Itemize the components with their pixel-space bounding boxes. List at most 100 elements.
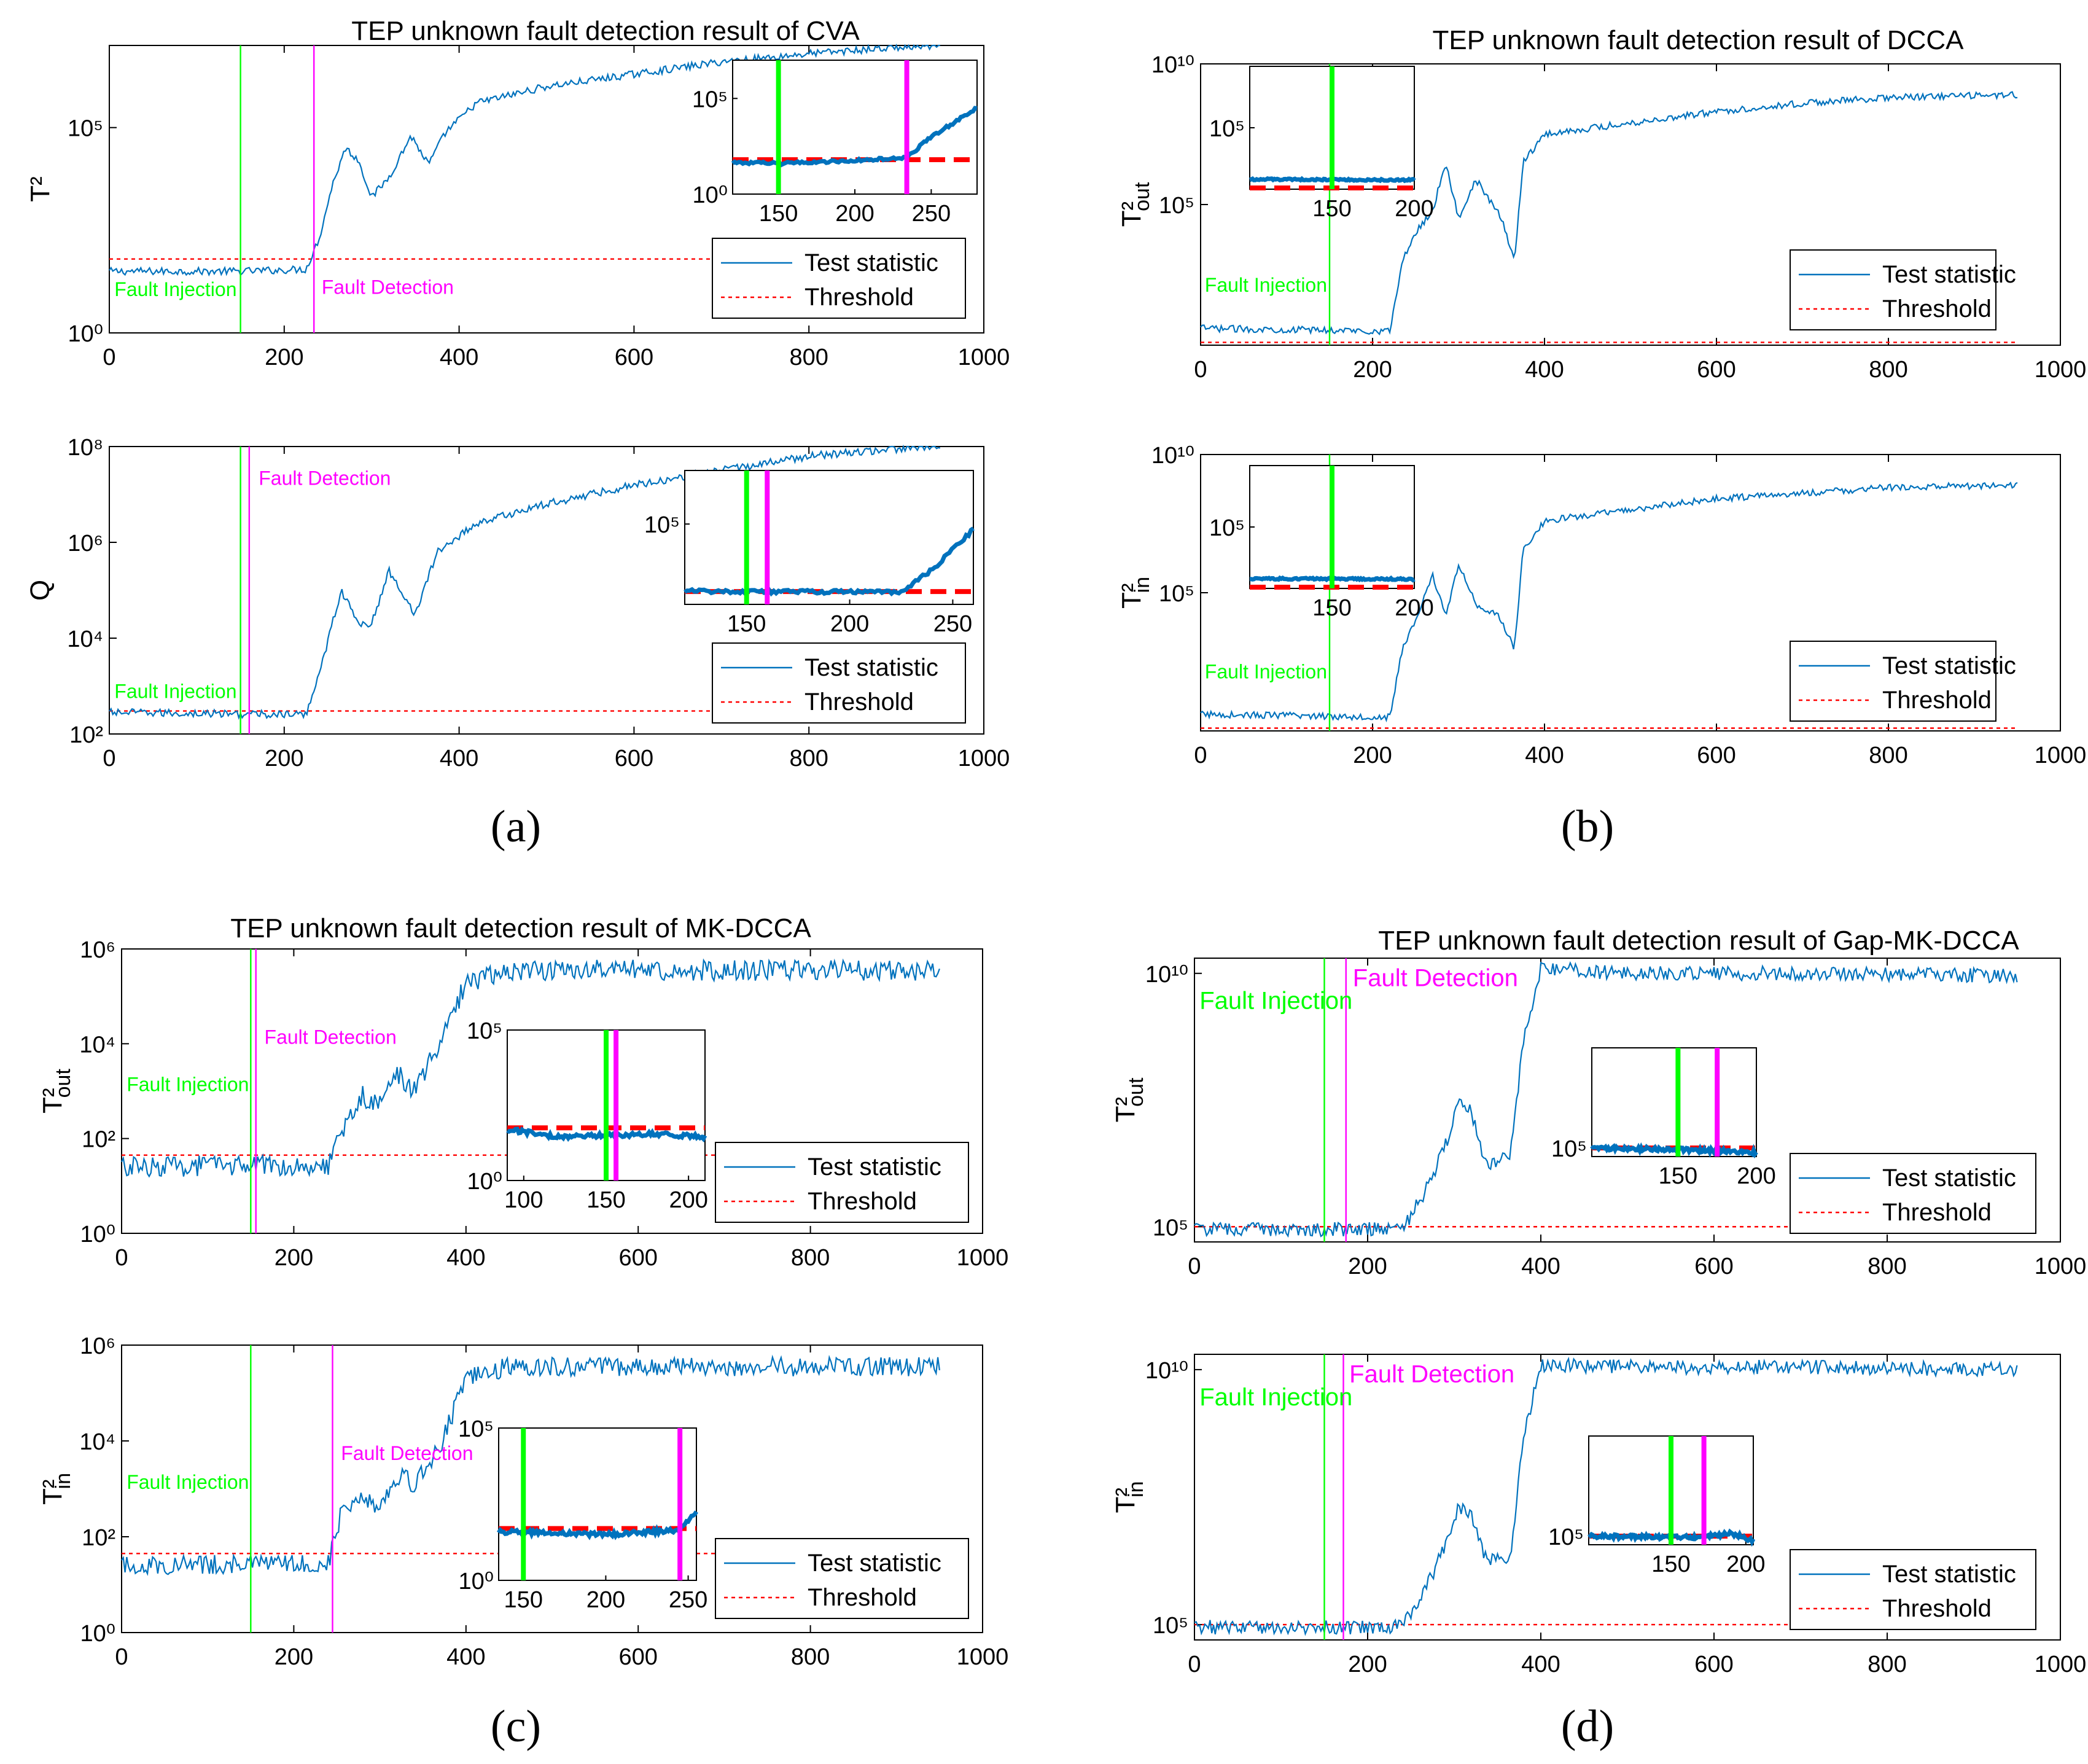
fault-injection-label: Fault Injection <box>114 681 236 703</box>
x-tick-label: 800 <box>789 345 828 370</box>
inset-plot-area <box>498 1427 697 1581</box>
chart-c1: 0 200 400 600 800 1000 10⁰ 10² 10⁴ 10⁶ T²out Fault … <box>37 937 1008 1271</box>
x-tick-label: 400 <box>440 746 478 771</box>
fault-injection-label: Fault Injection <box>114 278 236 300</box>
legend: Test statistic Threshold <box>712 238 966 319</box>
x-tick-label: 600 <box>618 1644 657 1670</box>
y-tick-label: 10¹⁰ <box>1145 1358 1188 1384</box>
inset-b1: 150 200 10⁵ <box>1209 66 1434 222</box>
x-tick-label: 600 <box>1697 357 1735 383</box>
inset-d1: 150 200 10⁵ <box>1551 1047 1776 1189</box>
inset-c2: 150 200 250 10⁰ 10⁵ <box>458 1416 707 1613</box>
inset-c1: 100 150 200 10⁰ 10⁵ <box>467 1018 708 1213</box>
inset-x-tick-label: 150 <box>1312 196 1351 222</box>
y-tick-label: 10⁵ <box>1153 1613 1188 1639</box>
legend: Test statistic Threshold <box>715 1538 969 1619</box>
inset-y-tick-label: 10⁰ <box>458 1569 494 1594</box>
fault-injection-label: Fault Injection <box>127 1074 249 1096</box>
inset-x-tick-label: 200 <box>669 1187 707 1213</box>
y-tick-label: 10⁵ <box>1159 193 1194 219</box>
inset-x-tick-label: 150 <box>1659 1163 1697 1189</box>
y-axis-label: T²in <box>1110 1481 1148 1513</box>
inset-x-tick-label: 250 <box>912 201 951 227</box>
inset-y-tick-label: 10⁵ <box>1551 1136 1587 1162</box>
legend-threshold-label: Threshold <box>808 1584 917 1611</box>
inset-y-tick-label: 10⁵ <box>458 1416 494 1442</box>
inset-x-tick-label: 150 <box>759 201 798 227</box>
y-axis-label: T² <box>25 176 55 202</box>
legend-box <box>715 1538 969 1619</box>
y-tick-label: 10⁵ <box>1159 581 1194 607</box>
inset-x-tick-label: 200 <box>830 611 869 637</box>
legend-box <box>715 1142 969 1223</box>
y-tick-label: 10⁶ <box>80 1333 115 1359</box>
test-statistic-series <box>121 958 940 1178</box>
x-tick-label: 600 <box>615 746 653 771</box>
y-tick-label: 10² <box>82 1127 115 1153</box>
y-tick-label: 10⁸ <box>68 435 103 461</box>
x-tick-label: 400 <box>1521 1652 1560 1677</box>
inset-y-tick-label: 10⁵ <box>467 1018 502 1044</box>
x-tick-label: 400 <box>446 1245 485 1271</box>
x-tick-label: 0 <box>1194 357 1207 383</box>
chart-c2: 0 200 400 600 800 1000 10⁰ 10² 10⁴ 10⁶ T²in Fault I… <box>37 1333 1008 1670</box>
fault-detection-label: Fault Detection <box>259 467 391 489</box>
y-tick-label: 10⁶ <box>80 937 115 963</box>
inset-x-tick-label: 150 <box>1312 595 1351 621</box>
legend-test-statistic-label: Test statistic <box>1882 1165 2016 1192</box>
inset-y-tick-label: 10⁵ <box>644 512 680 538</box>
legend-threshold-label: Threshold <box>1882 1199 1992 1226</box>
x-tick-label: 200 <box>275 1644 313 1670</box>
x-tick-label: 1000 <box>2035 357 2087 383</box>
x-tick-label: 800 <box>1868 1254 1906 1279</box>
x-tick-label: 0 <box>115 1245 128 1271</box>
title-d: TEP unknown fault detection result of Ga… <box>1378 926 2019 956</box>
chart-b1: 0 200 400 600 800 1000 10⁵ 10¹⁰ T²out Fault Injec… <box>1116 52 2086 383</box>
y-axis-label: T²in <box>1116 577 1154 609</box>
x-tick-label: 400 <box>1525 357 1564 383</box>
legend: Test statistic Threshold <box>715 1142 969 1223</box>
x-tick-label: 1000 <box>957 1245 1009 1271</box>
caption-d: (d) <box>1561 1701 1614 1752</box>
inset-x-tick-label: 150 <box>1651 1551 1690 1577</box>
legend: Test statistic Threshold <box>712 642 966 724</box>
y-tick-label: 10² <box>82 1525 115 1551</box>
inset-x-tick-label: 100 <box>504 1187 543 1213</box>
title-c: TEP unknown fault detection result of MK… <box>230 913 811 943</box>
x-tick-label: 1000 <box>2035 1652 2087 1677</box>
x-tick-label: 1000 <box>2035 1254 2087 1279</box>
y-tick-label: 10⁴ <box>79 1429 115 1455</box>
inset-series <box>497 1510 698 1540</box>
inset-x-tick-label: 150 <box>727 611 766 637</box>
legend-threshold-label: Threshold <box>804 284 914 311</box>
inset-x-tick-label: 250 <box>933 611 972 637</box>
title-b: TEP unknown fault detection result of DC… <box>1433 25 1965 55</box>
legend-box <box>712 238 966 319</box>
inset-y-tick-label: 10⁵ <box>692 87 728 112</box>
y-tick-label: 10⁵ <box>1153 1215 1188 1241</box>
y-tick-label: 10⁶ <box>68 531 103 556</box>
inset-y-tick-label: 10⁵ <box>1209 116 1245 142</box>
test-statistic-series <box>1200 481 2018 723</box>
inset-x-tick-label: 200 <box>1726 1551 1765 1577</box>
caption-b: (b) <box>1561 802 1614 852</box>
caption-c: (c) <box>491 1701 541 1752</box>
inset-x-tick-label: 150 <box>504 1587 543 1613</box>
y-axis-label: T²out <box>1116 182 1154 227</box>
inset-plot-area <box>732 60 978 195</box>
legend: Test statistic Threshold <box>1790 641 2016 722</box>
y-tick-label: 10¹⁰ <box>1145 962 1188 988</box>
legend-test-statistic-label: Test statistic <box>1882 652 2016 679</box>
chart-b2: 0 200 400 600 800 1000 10⁵ 10¹⁰ T²in Fault Inject… <box>1116 443 2086 768</box>
x-tick-label: 600 <box>1697 743 1735 768</box>
x-tick-label: 1000 <box>2035 743 2087 768</box>
inset-x-tick-label: 250 <box>669 1587 707 1613</box>
y-tick-label: 10¹⁰ <box>1151 52 1194 78</box>
inset-b2: 150 200 10⁵ <box>1209 465 1434 621</box>
x-tick-label: 800 <box>791 1644 830 1670</box>
test-statistic-series <box>1200 91 2018 336</box>
test-statistic-series <box>1194 961 2018 1238</box>
legend: Test statistic Threshold <box>1790 1153 2036 1234</box>
x-tick-label: 600 <box>618 1245 657 1271</box>
